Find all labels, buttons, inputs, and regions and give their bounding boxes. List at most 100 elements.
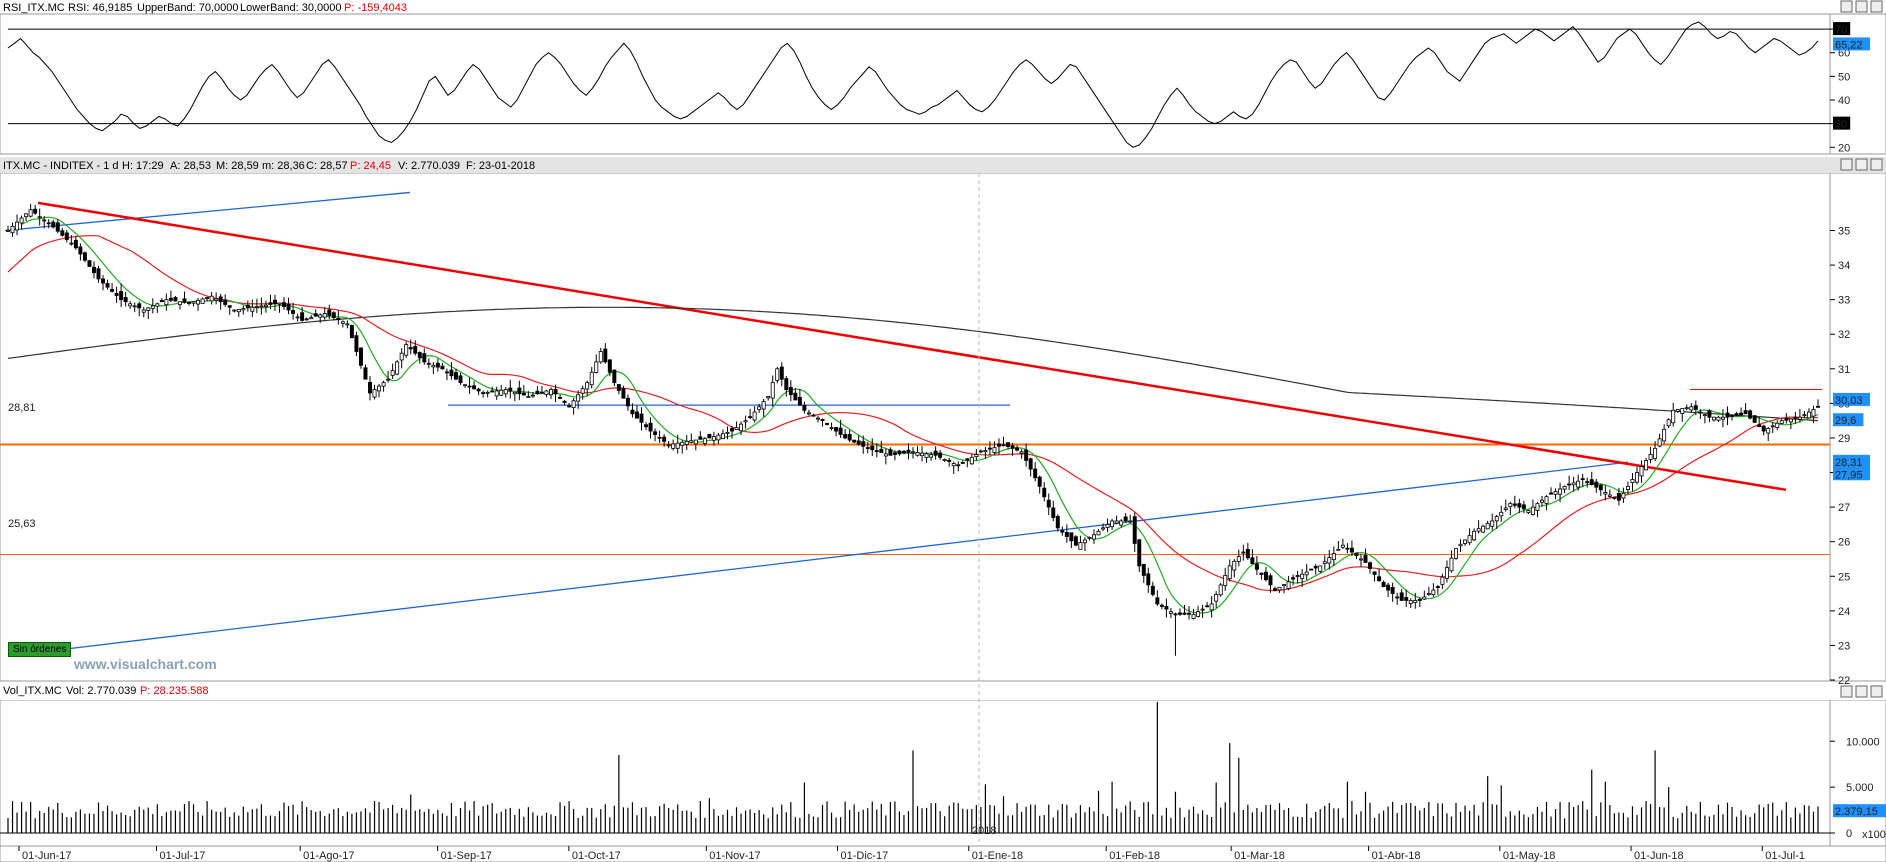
candle-body: [1788, 418, 1793, 423]
candle-body: [639, 413, 644, 423]
candle-body: [87, 260, 92, 267]
sma-mid-line: [7, 235, 1818, 592]
price-tick-label: 25: [1838, 571, 1850, 583]
candle-body: [526, 396, 531, 398]
trendline-blue-lower: [37, 461, 1629, 653]
date-label: 01-Ene-18: [972, 850, 1023, 862]
candle-body: [1549, 492, 1554, 495]
candle-body: [883, 453, 888, 457]
candle-body: [336, 317, 341, 321]
watermark: www.visualchart.com: [74, 656, 217, 672]
candle-body: [906, 449, 911, 453]
candle-body: [272, 299, 277, 305]
volume-last-value-tag-bg: [1833, 804, 1886, 818]
candle-body: [463, 384, 468, 387]
price-tag: 28,31: [1835, 457, 1863, 469]
date-label: 01-Nov-17: [709, 850, 760, 862]
candle-body: [843, 434, 848, 439]
candle-body: [1508, 503, 1513, 508]
candle-body: [666, 444, 671, 447]
rsi-window-buttons[interactable]: [1840, 0, 1883, 13]
candle-body: [915, 452, 920, 456]
candle-body: [1196, 611, 1201, 617]
candle-body: [1164, 606, 1169, 610]
candle-body: [1766, 428, 1771, 434]
price-tick-label: 35: [1838, 225, 1850, 237]
candle-body: [485, 391, 490, 394]
candle-body: [1816, 405, 1820, 408]
candle-body: [1467, 535, 1472, 544]
candle-body: [1250, 557, 1255, 564]
candle-body: [1431, 589, 1436, 595]
candle-body: [1358, 558, 1363, 561]
candle-body: [911, 451, 915, 454]
date-label: 01-Abr-18: [1372, 850, 1421, 862]
candle-body: [1413, 600, 1418, 603]
sin-ordenes-badge[interactable]: Sin órdenes: [8, 642, 72, 657]
candle-body: [942, 458, 947, 461]
candle-body: [1205, 605, 1210, 608]
price-tag-bg: [1833, 392, 1870, 406]
candle-body: [1001, 444, 1006, 447]
candle-body: [390, 370, 395, 376]
candle-body: [110, 289, 115, 292]
candle-body: [331, 312, 336, 319]
candle-body: [1454, 548, 1458, 559]
candle-body: [395, 361, 400, 375]
rsi-tick-label: 50: [1838, 71, 1850, 83]
volume-window-buttons[interactable]: [1840, 685, 1883, 698]
candle-body: [1055, 516, 1060, 529]
candle-body: [1354, 552, 1359, 556]
candle-body: [1006, 442, 1011, 448]
candle-body: [716, 434, 721, 441]
candle-body: [888, 449, 893, 456]
candle-body: [702, 438, 707, 444]
candle-body: [1173, 613, 1178, 616]
candle-body: [1517, 503, 1522, 508]
candle-body: [996, 443, 1001, 447]
candle-body: [1748, 410, 1753, 419]
candle-body: [132, 305, 137, 308]
candle-body: [1720, 416, 1725, 420]
rsi-tick-label: 40: [1838, 95, 1850, 107]
candle-body: [951, 463, 956, 467]
candle-body: [155, 303, 160, 307]
candle-body: [1318, 565, 1323, 572]
price-header-v: V: 2.770.039: [398, 160, 460, 172]
candle-body: [585, 382, 590, 390]
candle-body: [24, 213, 29, 218]
candle-body: [847, 434, 852, 441]
price-header: ITX.MC - INDITEX - 1 d H: 17:29 A: 28,53…: [3, 160, 535, 172]
candle-body: [19, 217, 24, 224]
candle-body: [1327, 557, 1332, 564]
candle-body: [730, 428, 734, 432]
rsi-header-upper: UpperBand: 70,0000: [137, 2, 239, 14]
candle-body: [1589, 479, 1594, 486]
candle-body: [644, 424, 649, 428]
candle-body: [865, 447, 870, 449]
candle-body: [1336, 548, 1341, 551]
candle-body: [1725, 412, 1730, 418]
trendline-blue-upper: [4, 191, 411, 232]
candle-body: [417, 352, 422, 358]
price-window-buttons[interactable]: [1840, 158, 1883, 171]
candle-body: [1499, 511, 1504, 517]
candle-body: [490, 390, 495, 393]
candle-body: [1653, 447, 1658, 459]
candle-body: [1426, 593, 1431, 596]
candle-body: [603, 348, 608, 363]
candle-body: [770, 382, 775, 399]
price-tag-bg: [1833, 413, 1864, 427]
candle-body: [1304, 571, 1309, 576]
candle-body: [1209, 603, 1214, 611]
candle-body: [784, 378, 789, 390]
date-label: 01-Feb-18: [1109, 850, 1160, 862]
candle-body: [218, 296, 223, 303]
candle-body: [856, 440, 861, 445]
candle-body: [340, 321, 345, 324]
sma-long-line: [7, 306, 1819, 422]
date-label: 01-Mar-18: [1234, 850, 1285, 862]
candle-body: [422, 353, 427, 363]
candle-body: [1666, 419, 1671, 427]
candle-body: [761, 401, 766, 410]
